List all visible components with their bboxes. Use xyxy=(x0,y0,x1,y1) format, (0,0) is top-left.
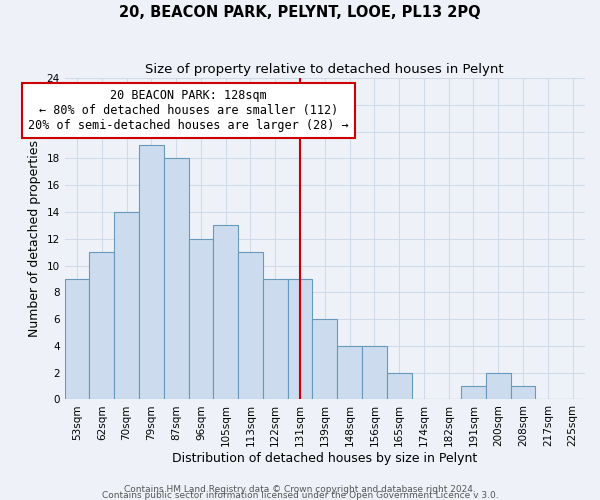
Text: 20 BEACON PARK: 128sqm
← 80% of detached houses are smaller (112)
20% of semi-de: 20 BEACON PARK: 128sqm ← 80% of detached… xyxy=(28,89,349,132)
Bar xyxy=(461,386,486,400)
Bar xyxy=(313,319,337,400)
Bar xyxy=(337,346,362,400)
Bar xyxy=(188,239,213,400)
Bar xyxy=(263,279,287,400)
Bar xyxy=(486,372,511,400)
Text: 20, BEACON PARK, PELYNT, LOOE, PL13 2PQ: 20, BEACON PARK, PELYNT, LOOE, PL13 2PQ xyxy=(119,5,481,20)
Bar xyxy=(238,252,263,400)
Bar xyxy=(164,158,188,400)
Text: Contains HM Land Registry data © Crown copyright and database right 2024.: Contains HM Land Registry data © Crown c… xyxy=(124,484,476,494)
Bar xyxy=(89,252,114,400)
Bar xyxy=(139,145,164,400)
Bar xyxy=(287,279,313,400)
Bar xyxy=(362,346,387,400)
Y-axis label: Number of detached properties: Number of detached properties xyxy=(28,140,41,338)
Title: Size of property relative to detached houses in Pelynt: Size of property relative to detached ho… xyxy=(145,62,504,76)
Bar xyxy=(213,226,238,400)
Bar xyxy=(65,279,89,400)
Bar xyxy=(511,386,535,400)
Text: Contains public sector information licensed under the Open Government Licence v : Contains public sector information licen… xyxy=(101,491,499,500)
Bar xyxy=(114,212,139,400)
X-axis label: Distribution of detached houses by size in Pelynt: Distribution of detached houses by size … xyxy=(172,452,478,465)
Bar xyxy=(387,372,412,400)
